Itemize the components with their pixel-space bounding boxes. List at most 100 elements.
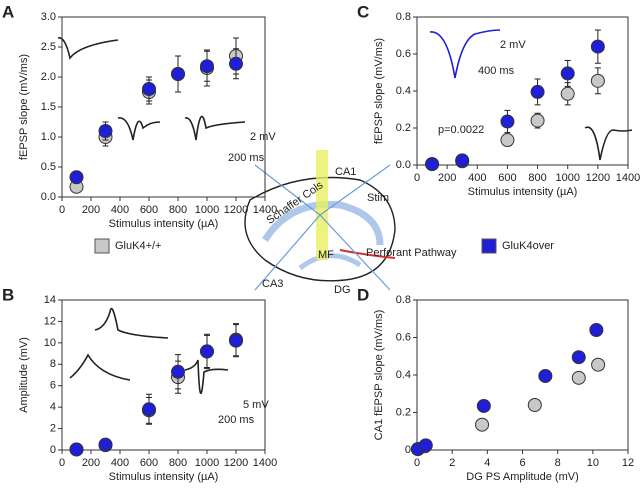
y-tick-label: 0 <box>50 444 56 456</box>
annotation: 2 mV <box>250 131 276 143</box>
x-tick-label: 1000 <box>555 172 579 184</box>
diagram-outline <box>244 176 396 282</box>
legend-swatch <box>94 238 110 254</box>
diagram-label: Stim <box>367 192 389 204</box>
x-tick-label: 1400 <box>253 204 277 216</box>
x-tick-label: 800 <box>169 457 187 469</box>
y-axis-label: fEPSP slope (mV/ms) <box>373 38 385 144</box>
y-tick-label: 4 <box>50 401 56 413</box>
y-tick-label: 6 <box>50 380 56 392</box>
data-point <box>589 323 604 337</box>
diagram-pathway <box>339 249 396 259</box>
data-point <box>591 357 606 372</box>
x-tick-label: 600 <box>498 172 516 184</box>
data-point <box>200 344 214 359</box>
data-point <box>527 398 542 412</box>
x-tick-label: 6 <box>519 457 525 469</box>
diagram-label: Perforant Pathway <box>366 247 457 259</box>
y-tick-label: 1.0 <box>41 131 56 143</box>
x-tick-label: 1000 <box>195 457 219 469</box>
data-point <box>571 350 586 365</box>
data-point <box>590 39 605 54</box>
y-tick-label: 0.6 <box>396 48 411 60</box>
annotation: 200 ms <box>218 414 255 426</box>
data-point <box>530 84 545 99</box>
x-tick-label: 0 <box>414 172 420 184</box>
x-tick-label: 600 <box>140 204 158 216</box>
legend-swatch <box>481 238 497 254</box>
panel-label: D <box>357 285 369 304</box>
x-tick-label: 800 <box>169 204 187 216</box>
data-point <box>142 82 156 96</box>
trace <box>94 307 169 339</box>
x-tick-label: 4 <box>484 457 490 469</box>
diagram-label: CA3 <box>262 278 283 290</box>
y-axis-label: Amplitude (mV) <box>18 337 30 413</box>
data-point <box>476 398 491 413</box>
data-point <box>500 133 515 148</box>
legend-label: GluK4over <box>502 240 554 252</box>
diagram-label: CA1 <box>335 166 356 178</box>
x-tick-label: 1200 <box>224 457 248 469</box>
y-tick-label: 2 <box>50 422 56 434</box>
data-point <box>69 170 84 185</box>
y-axis-label: fEPSP slope (mV/ms) <box>18 54 30 160</box>
x-tick-label: 0 <box>414 457 420 469</box>
data-point <box>500 114 515 129</box>
y-tick-label: 1.5 <box>41 101 56 113</box>
data-point <box>229 333 243 348</box>
x-tick-label: 12 <box>622 457 634 469</box>
data-point <box>530 113 545 128</box>
x-tick-label: 8 <box>555 457 561 469</box>
data-point <box>69 442 84 457</box>
x-tick-label: 200 <box>438 172 456 184</box>
y-tick-label: 0.8 <box>396 11 411 23</box>
y-tick-label: 0.4 <box>396 369 411 381</box>
diagram-dg-band <box>298 253 362 271</box>
diagram-label: DG <box>334 284 351 296</box>
x-tick-label: 800 <box>528 172 546 184</box>
x-tick-label: 600 <box>140 457 158 469</box>
y-tick-label: 14 <box>44 294 56 306</box>
x-tick-label: 200 <box>82 457 100 469</box>
annotation: 2 mV <box>500 39 526 51</box>
y-tick-label: 2.0 <box>41 71 56 83</box>
hippocampus-diagram <box>244 150 396 291</box>
annotation: 200 ms <box>228 152 265 164</box>
trace <box>69 353 131 381</box>
panel-label: A <box>2 2 14 21</box>
x-tick-label: 0 <box>59 457 65 469</box>
x-tick-label: 2 <box>449 457 455 469</box>
data-point <box>171 364 185 379</box>
x-axis-label: Stimulus intensity (µA) <box>109 471 219 483</box>
y-tick-label: 0.0 <box>396 159 411 171</box>
data-point <box>571 370 586 385</box>
x-tick-label: 1200 <box>224 204 248 216</box>
plot-frame <box>416 299 629 451</box>
y-tick-label: 0.2 <box>396 122 411 134</box>
y-tick-label: 0.2 <box>396 406 411 418</box>
x-axis-label: DG PS Amplitude (mV) <box>466 471 578 483</box>
y-axis-label: CA1 fEPSP slope (mV/ms) <box>373 310 385 441</box>
x-tick-label: 1000 <box>195 204 219 216</box>
inset-traces <box>57 29 633 395</box>
trace <box>184 359 229 395</box>
x-tick-label: 400 <box>468 172 486 184</box>
data-point <box>425 157 440 172</box>
x-tick-label: 400 <box>111 204 129 216</box>
x-axis-label: Stimulus intensity (µA) <box>109 218 219 230</box>
x-tick-label: 1400 <box>253 457 277 469</box>
x-axis-label: Stimulus intensity (µA) <box>468 186 578 198</box>
data-point <box>229 56 243 71</box>
data-point <box>98 437 113 452</box>
trace <box>184 115 246 141</box>
y-tick-label: 12 <box>44 315 56 327</box>
y-tick-label: 2.5 <box>41 41 56 53</box>
data-point <box>560 86 575 101</box>
data-point <box>98 124 113 138</box>
trace <box>117 117 161 141</box>
trace <box>429 29 501 79</box>
x-tick-label: 10 <box>587 457 599 469</box>
data-point <box>418 438 433 453</box>
